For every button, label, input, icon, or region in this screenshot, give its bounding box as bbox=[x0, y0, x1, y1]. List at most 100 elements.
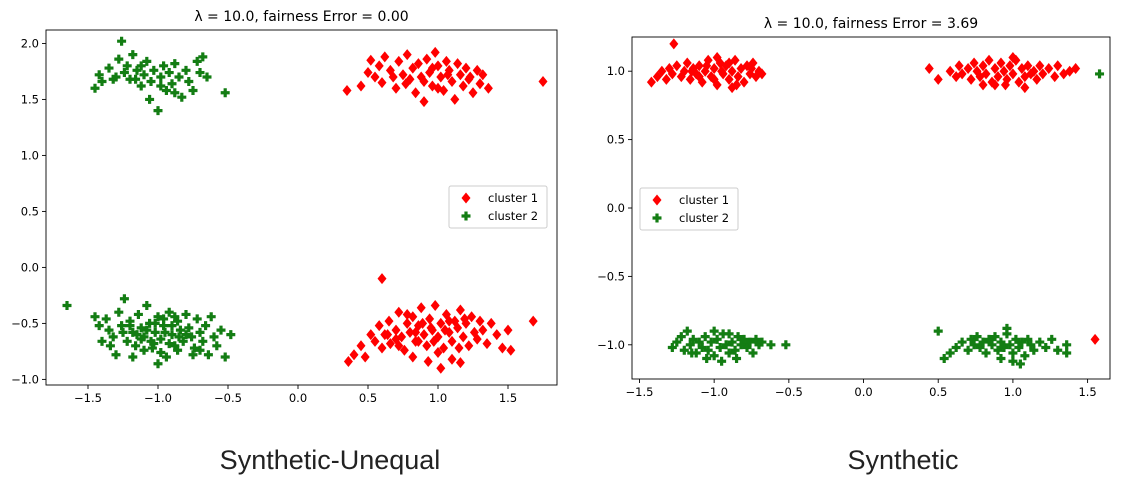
data-point bbox=[709, 62, 719, 74]
x-tick-label: −1.0 bbox=[144, 391, 172, 405]
data-point bbox=[700, 332, 710, 342]
data-point bbox=[963, 62, 973, 74]
data-point bbox=[153, 106, 163, 116]
data-point bbox=[419, 76, 429, 88]
data-point bbox=[443, 69, 453, 81]
data-point bbox=[945, 348, 955, 358]
data-point bbox=[90, 83, 100, 93]
y-tick-label: 0.0 bbox=[607, 201, 625, 215]
data-point bbox=[408, 351, 418, 363]
data-point bbox=[1008, 348, 1018, 358]
data-point bbox=[356, 340, 366, 352]
data-point bbox=[718, 329, 728, 339]
x-tick-label: 0.5 bbox=[929, 385, 947, 399]
data-point bbox=[398, 69, 408, 81]
data-point bbox=[1095, 69, 1105, 79]
data-point bbox=[117, 321, 127, 331]
data-point bbox=[156, 334, 166, 344]
data-point bbox=[419, 329, 429, 341]
data-point bbox=[486, 317, 496, 329]
data-point bbox=[712, 334, 722, 344]
data-point bbox=[122, 336, 132, 346]
data-point bbox=[62, 300, 72, 310]
caption-synthetic: Synthetic bbox=[847, 445, 959, 475]
caption-synthetic-unequal: Synthetic-Unequal bbox=[219, 445, 441, 475]
data-point bbox=[461, 62, 471, 74]
data-point bbox=[394, 55, 404, 67]
data-point bbox=[360, 351, 370, 363]
data-point bbox=[676, 332, 686, 342]
data-point bbox=[366, 54, 376, 66]
data-point bbox=[203, 350, 213, 360]
data-point bbox=[111, 72, 121, 82]
data-point bbox=[170, 59, 180, 69]
data-point bbox=[220, 352, 230, 362]
data-point bbox=[411, 326, 421, 338]
data-point bbox=[957, 337, 967, 347]
data-point bbox=[114, 307, 124, 317]
data-point bbox=[694, 71, 704, 83]
data-point bbox=[402, 308, 412, 320]
data-point bbox=[167, 330, 177, 340]
data-point bbox=[216, 325, 226, 335]
data-point bbox=[1008, 52, 1018, 64]
data-point bbox=[136, 334, 146, 344]
data-point bbox=[150, 327, 160, 337]
data-point bbox=[440, 324, 450, 336]
data-point bbox=[118, 327, 128, 337]
data-point bbox=[153, 312, 163, 322]
data-point bbox=[105, 341, 115, 351]
data-point bbox=[119, 294, 129, 304]
data-point bbox=[394, 306, 404, 318]
x-tick-label: 1.0 bbox=[429, 391, 447, 405]
data-point bbox=[427, 62, 437, 74]
data-point bbox=[97, 336, 107, 346]
y-tick-label: 1.5 bbox=[21, 92, 39, 106]
data-point bbox=[425, 313, 435, 325]
data-point bbox=[447, 335, 457, 347]
data-point bbox=[195, 327, 205, 337]
data-point bbox=[391, 324, 401, 336]
data-point bbox=[94, 70, 104, 80]
data-point bbox=[128, 327, 138, 337]
data-point bbox=[669, 38, 679, 50]
data-point bbox=[1071, 62, 1081, 74]
data-point bbox=[108, 74, 118, 84]
data-point bbox=[178, 336, 188, 346]
data-point bbox=[1032, 73, 1042, 85]
data-point bbox=[732, 353, 742, 363]
series-cluster-2 bbox=[667, 69, 1105, 369]
data-point bbox=[377, 273, 387, 285]
data-point bbox=[990, 332, 1000, 342]
data-point bbox=[416, 302, 426, 314]
data-point bbox=[374, 320, 384, 332]
y-tick-label: 0.5 bbox=[607, 133, 625, 147]
data-point bbox=[422, 340, 432, 352]
data-point bbox=[429, 335, 439, 347]
data-point bbox=[538, 76, 548, 88]
legend: cluster 1 cluster 2 bbox=[639, 187, 739, 231]
data-point bbox=[444, 315, 454, 327]
data-point bbox=[1053, 345, 1063, 355]
data-point bbox=[1035, 60, 1045, 72]
data-point bbox=[187, 332, 197, 342]
data-point bbox=[125, 321, 135, 331]
data-point bbox=[149, 339, 159, 349]
data-point bbox=[418, 317, 428, 329]
legend: cluster 1 cluster 2 bbox=[448, 185, 548, 229]
data-point bbox=[751, 334, 761, 344]
data-point bbox=[450, 93, 460, 105]
data-point bbox=[159, 314, 169, 324]
data-point bbox=[682, 57, 692, 69]
series-cluster-1 bbox=[646, 38, 1100, 345]
data-point bbox=[1008, 356, 1018, 366]
data-point bbox=[173, 345, 183, 355]
data-point bbox=[1023, 334, 1033, 344]
x-tick-label: 1.0 bbox=[1004, 385, 1022, 399]
legend-label: cluster 2 bbox=[679, 211, 729, 225]
data-point bbox=[122, 61, 132, 71]
data-point bbox=[101, 314, 111, 324]
chart-synthetic-unequal: λ = 10.0, fairness Error = 0.00 −1.5 −1.0 −… bbox=[11, 9, 558, 405]
data-point bbox=[1020, 82, 1030, 94]
legend-marker-cluster1 bbox=[652, 194, 662, 206]
